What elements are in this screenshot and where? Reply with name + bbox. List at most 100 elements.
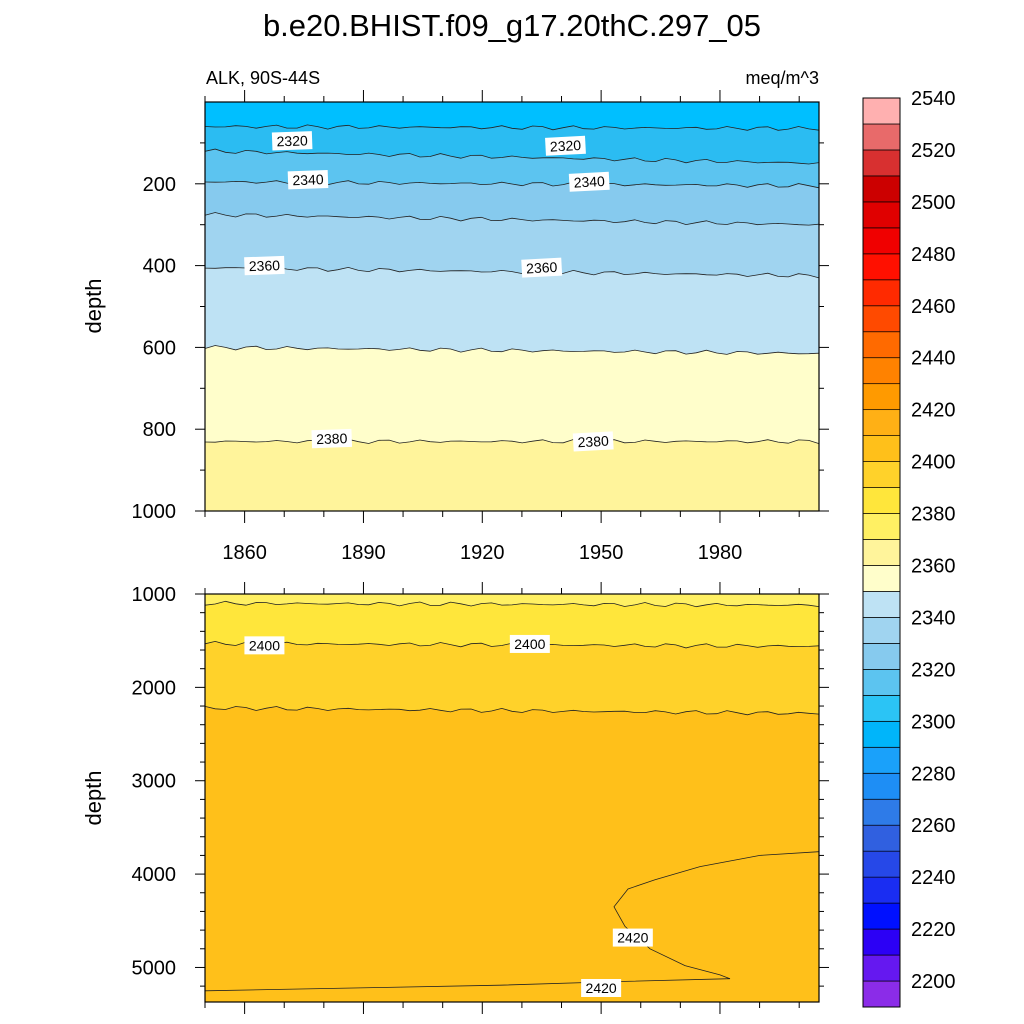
upper-ytick-label: 600 — [143, 337, 176, 359]
colorbar-swatch — [862, 798, 901, 826]
colorbar-swatch — [862, 565, 901, 592]
colorbar-label: 2280 — [911, 763, 956, 785]
upper-contour-2340 — [204, 212, 820, 226]
colorbar-swatch — [862, 720, 901, 748]
colorbar-swatch — [862, 539, 901, 566]
colorbar-swatch — [862, 279, 901, 307]
colorbar-swatch — [862, 513, 901, 540]
upper-xtick-label: 1950 — [579, 542, 624, 564]
colorbar-label: 2320 — [911, 659, 956, 681]
colorbar-label: 2420 — [911, 400, 956, 422]
lower-ytick-label: 3000 — [132, 771, 177, 793]
upper-contour-2380 — [204, 438, 820, 445]
colorbar-swatch — [862, 487, 901, 514]
upper-contour-2320 — [204, 148, 820, 165]
lower-ytick-label: 5000 — [132, 957, 177, 979]
colorbar-swatch — [862, 591, 901, 618]
colorbar-swatch — [862, 928, 901, 956]
svg-text:2360: 2360 — [526, 259, 558, 277]
colorbar-label: 2340 — [911, 607, 956, 629]
upper-ytick-label: 800 — [143, 419, 176, 441]
upper-ytick-label: 400 — [143, 256, 176, 278]
chart-title: b.e20.BHIST.f09_g17.20thC.297_05 — [263, 8, 761, 43]
colorbar-label: 2460 — [911, 296, 956, 318]
colorbar-swatch — [862, 435, 901, 462]
svg-text:2320: 2320 — [276, 132, 308, 149]
units-label: meq/m^3 — [746, 68, 819, 88]
colorbar-label: 2500 — [911, 192, 956, 214]
colorbar-label: 2300 — [911, 711, 956, 733]
lower-contour-2410 — [204, 706, 820, 716]
colorbar-swatch — [862, 357, 901, 385]
colorbar-swatch — [862, 409, 901, 436]
colorbar-swatch — [862, 772, 901, 800]
colorbar-swatch — [862, 643, 901, 670]
colorbar-swatch — [862, 383, 901, 411]
lower-band-2420 — [205, 851, 819, 1002]
colorbar-swatch — [862, 954, 901, 982]
upper-band-2380 — [205, 439, 819, 511]
colorbar-swatch — [862, 305, 901, 333]
colorbar-swatch — [862, 746, 901, 774]
upper-ytick-label: 1000 — [132, 501, 177, 523]
svg-text:2380: 2380 — [316, 430, 348, 447]
colorbar-swatch — [862, 97, 901, 125]
lower-contour-label: 2400 — [244, 636, 285, 655]
svg-text:2320: 2320 — [550, 137, 582, 155]
colorbar-swatch — [862, 694, 901, 722]
colorbar: 2200 2220 2240 2260 2280 2300 2320 2340 2360 2380… — [862, 88, 956, 1008]
lower-ytick-label: 1000 — [132, 584, 177, 606]
upper-ytick-label: 200 — [143, 174, 176, 196]
svg-text:2340: 2340 — [292, 171, 324, 188]
svg-text:2360: 2360 — [249, 257, 281, 274]
lower-panel: 2400 2400 2420 2420 1000 2000 3000 4000 5000 — [132, 582, 829, 1014]
lower-ytick-label: 4000 — [132, 864, 177, 886]
upper-contour-label: 2320 — [271, 131, 313, 151]
colorbar-swatch — [862, 331, 901, 359]
colorbar-swatch — [862, 149, 901, 177]
colorbar-swatch — [862, 461, 901, 488]
colorbar-swatch — [862, 850, 901, 878]
lower-contour-label: 2420 — [581, 978, 622, 997]
svg-text:2420: 2420 — [586, 980, 617, 996]
variable-region-label: ALK, 90S-44S — [206, 68, 320, 88]
upper-panel-ylabel: depth — [81, 278, 106, 333]
lower-contour-label: 2400 — [509, 634, 550, 653]
lower-contour-2420 — [204, 851, 820, 992]
upper-contour-label: 2360 — [244, 255, 285, 276]
colorbar-label: 2380 — [911, 504, 956, 526]
svg-text:2340: 2340 — [573, 173, 605, 191]
colorbar-label: 2520 — [911, 140, 956, 162]
upper-contour-2360 — [204, 266, 820, 279]
colorbar-swatch — [862, 669, 901, 696]
upper-contour-label: 2340 — [568, 171, 610, 192]
colorbar-label: 2200 — [911, 971, 956, 993]
colorbar-swatch — [862, 227, 901, 255]
upper-xtick-label: 1890 — [341, 542, 386, 564]
colorbar-label: 2360 — [911, 556, 956, 578]
colorbar-label: 2260 — [911, 815, 956, 837]
colorbar-label: 2540 — [911, 88, 956, 110]
upper-xtick-label: 1980 — [698, 542, 743, 564]
upper-contour-label: 2340 — [287, 170, 329, 190]
colorbar-label: 2220 — [911, 919, 956, 941]
colorbar-swatch — [862, 902, 901, 930]
upper-contour-label: 2320 — [545, 135, 586, 156]
upper-contour-2370 — [204, 345, 820, 355]
colorbar-swatch — [862, 253, 901, 281]
upper-xtick-label: 1920 — [460, 542, 505, 564]
colorbar-label: 2440 — [911, 348, 956, 370]
lower-contour-label: 2420 — [612, 928, 653, 947]
colorbar-swatch — [862, 175, 901, 203]
colorbar-swatch — [862, 201, 901, 229]
lower-ytick-label: 2000 — [132, 677, 177, 699]
colorbar-swatch — [862, 123, 901, 151]
colorbar-swatch — [862, 617, 901, 644]
lower-plot-frame — [204, 593, 820, 1003]
svg-text:2400: 2400 — [514, 636, 545, 652]
colorbar-label: 2400 — [911, 452, 956, 474]
upper-contour-label: 2380 — [311, 428, 353, 449]
svg-text:2420: 2420 — [617, 930, 648, 946]
upper-contour-2310 — [204, 124, 820, 131]
